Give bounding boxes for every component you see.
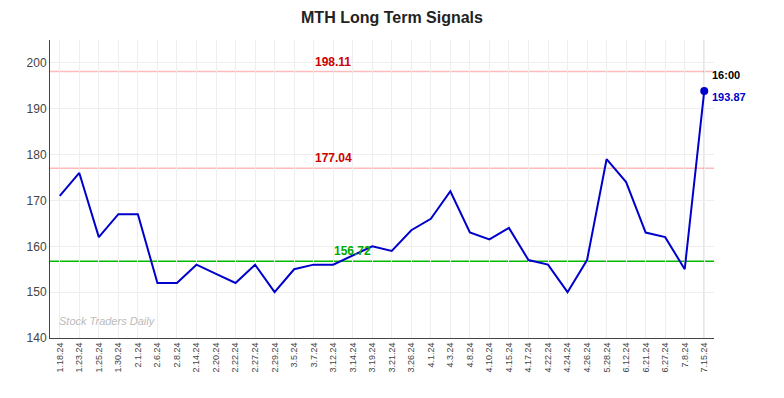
svg-text:198.11: 198.11 <box>315 55 351 69</box>
svg-text:6.21.24: 6.21.24 <box>641 343 651 373</box>
svg-text:180: 180 <box>27 148 47 162</box>
svg-text:4.26.24: 4.26.24 <box>582 343 592 373</box>
svg-text:177.04: 177.04 <box>315 151 352 165</box>
svg-text:1.30.24: 1.30.24 <box>113 343 123 373</box>
svg-text:7.15.24: 7.15.24 <box>699 343 709 373</box>
svg-text:3.19.24: 3.19.24 <box>367 343 377 373</box>
svg-text:6.12.24: 6.12.24 <box>621 343 631 373</box>
svg-text:3.26.24: 3.26.24 <box>406 343 416 373</box>
svg-text:4.8.24: 4.8.24 <box>465 343 475 368</box>
svg-text:156.72: 156.72 <box>334 244 371 258</box>
svg-text:2.29.24: 2.29.24 <box>270 343 280 373</box>
svg-text:4.15.24: 4.15.24 <box>504 343 514 373</box>
svg-text:200: 200 <box>27 56 47 70</box>
svg-text:193.87: 193.87 <box>712 91 746 103</box>
svg-text:150: 150 <box>27 285 47 299</box>
svg-text:7.8.24: 7.8.24 <box>680 343 690 368</box>
svg-text:160: 160 <box>27 240 47 254</box>
svg-text:2.14.24: 2.14.24 <box>191 343 201 373</box>
svg-text:4.17.24: 4.17.24 <box>523 343 533 373</box>
svg-text:6.27.24: 6.27.24 <box>660 343 670 373</box>
svg-text:MTH Long Term Signals: MTH Long Term Signals <box>301 9 483 26</box>
svg-text:170: 170 <box>27 194 47 208</box>
svg-text:1.23.24: 1.23.24 <box>74 343 84 373</box>
svg-text:3.5.24: 3.5.24 <box>289 343 299 368</box>
svg-text:4.3.24: 4.3.24 <box>445 343 455 368</box>
svg-text:4.22.24: 4.22.24 <box>543 343 553 373</box>
svg-text:3.7.24: 3.7.24 <box>309 343 319 368</box>
svg-text:2.22.24: 2.22.24 <box>230 343 240 373</box>
svg-text:16:00: 16:00 <box>712 69 740 81</box>
svg-text:2.27.24: 2.27.24 <box>250 343 260 373</box>
svg-text:1.25.24: 1.25.24 <box>94 343 104 373</box>
svg-text:1.18.24: 1.18.24 <box>55 343 65 373</box>
svg-text:Stock Traders Daily: Stock Traders Daily <box>59 315 156 327</box>
svg-text:5.28.24: 5.28.24 <box>602 343 612 373</box>
svg-text:3.21.24: 3.21.24 <box>387 343 397 373</box>
svg-text:4.24.24: 4.24.24 <box>562 343 572 373</box>
svg-text:2.8.24: 2.8.24 <box>172 343 182 368</box>
svg-text:140: 140 <box>27 331 47 345</box>
svg-text:2.6.24: 2.6.24 <box>152 343 162 368</box>
svg-text:190: 190 <box>27 102 47 116</box>
svg-text:2.1.24: 2.1.24 <box>133 343 143 368</box>
svg-text:4.1.24: 4.1.24 <box>426 343 436 368</box>
svg-text:3.12.24: 3.12.24 <box>328 343 338 373</box>
svg-text:2.20.24: 2.20.24 <box>211 343 221 373</box>
svg-text:4.10.24: 4.10.24 <box>484 343 494 373</box>
svg-text:3.14.24: 3.14.24 <box>348 343 358 373</box>
